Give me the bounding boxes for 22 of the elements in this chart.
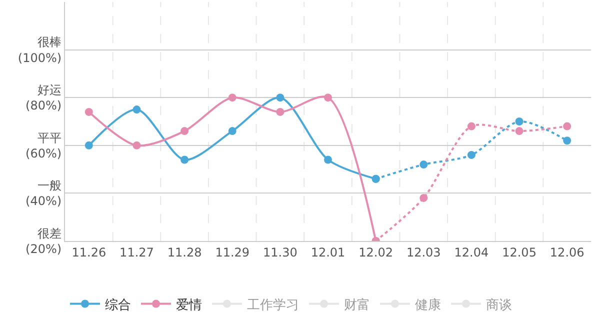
x-tick-label: 11.26	[72, 245, 106, 260]
x-tick-label: 11.27	[120, 245, 154, 260]
x-tick-label: 12.06	[550, 245, 584, 260]
x-tick-label: 11.28	[167, 245, 202, 260]
legend-label: 综合	[105, 298, 131, 313]
legend-label: 工作学习	[247, 298, 299, 313]
x-tick-label: 12.05	[502, 245, 536, 260]
y-tick-label: 很差 (20%)	[26, 226, 62, 256]
legend-label: 爱情	[176, 298, 202, 313]
x-tick-label: 12.01	[310, 245, 346, 260]
y-tick-label: 一般 (40%)	[26, 178, 62, 208]
x-tick-label: 12.03	[406, 245, 441, 260]
legend-label: 健康	[415, 298, 441, 313]
x-tick-label: 11.30	[263, 245, 298, 260]
x-tick-label: 12.02	[358, 245, 393, 260]
x-tick-label: 12.04	[454, 245, 489, 260]
y-tick-label: 平平 (60%)	[26, 130, 62, 160]
legend-label: 财富	[344, 296, 370, 313]
legend-label: 商谈	[486, 298, 512, 313]
y-tick-label: 好运 (80%)	[26, 83, 62, 113]
y-tick-label: 很棒 (100%)	[18, 35, 62, 65]
x-tick-label: 11.29	[215, 245, 250, 260]
